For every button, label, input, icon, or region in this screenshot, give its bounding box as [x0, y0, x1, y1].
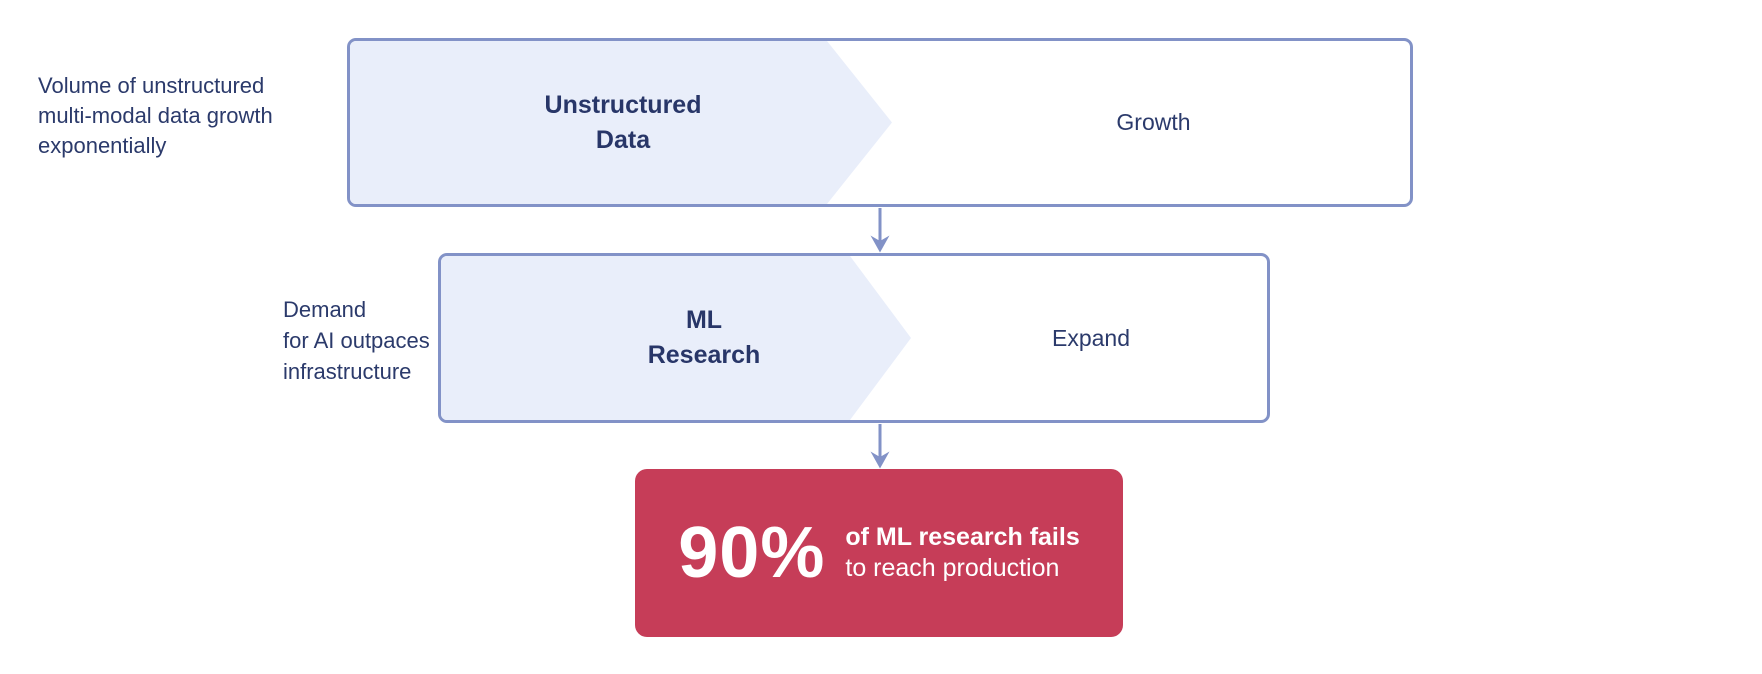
stage-title-ml-research: ML Research — [441, 256, 967, 420]
annotation-line: infrastructure — [283, 359, 412, 384]
stage-title-line: ML — [685, 306, 723, 334]
stat-description: of ML research fails to reach production — [845, 522, 1079, 584]
down-arrow-icon — [870, 424, 890, 469]
stat-description-bold-line: of ML research fails — [845, 523, 1080, 551]
chevron-arrow-shape — [441, 256, 911, 420]
stage-title-unstructured-data: Unstructured Data — [350, 41, 896, 204]
down-arrow-icon — [870, 208, 890, 253]
stage-action-expand: Expand — [1051, 324, 1130, 351]
annotation-ai-demand: Demand for AI outpaces infrastructure — [283, 294, 430, 387]
stage-action-growth: Growth — [1116, 109, 1191, 135]
stage-title-line: Unstructured — [544, 90, 702, 119]
annotation-line: exponentially — [38, 133, 167, 158]
stage-box-ml-research: ML Research Expand — [438, 253, 1270, 423]
stat-value: 90% — [678, 513, 826, 593]
stage-box-unstructured-data: Unstructured Data Growth — [347, 38, 1413, 207]
annotation-line: Volume of unstructured — [38, 73, 265, 98]
annotation-line: for AI outpaces — [283, 328, 430, 353]
chevron-arrow-shape — [350, 41, 892, 204]
annotation-line: multi-modal data growth — [38, 103, 273, 128]
result-card: 90% of ML research fails to reach produc… — [635, 469, 1123, 637]
stage-title-line: Research — [647, 341, 761, 369]
annotation-line: Demand — [283, 297, 367, 322]
stage-title-line: Data — [595, 125, 651, 154]
stat-description-regular-line: to reach production — [845, 554, 1060, 582]
annotation-data-growth: Volume of unstructured multi-modal data … — [38, 71, 273, 161]
